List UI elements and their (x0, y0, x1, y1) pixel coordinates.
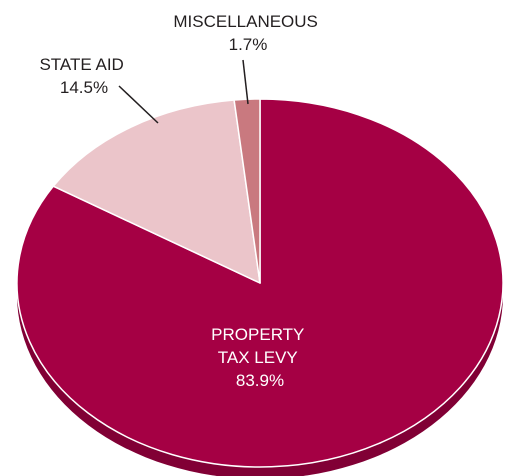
pie-slices (16, 98, 504, 468)
label-misc-pct: 1.7% (229, 35, 268, 54)
pie-slice-state-aid (52, 99, 261, 284)
label-miscellaneous: MISCELLANEOUS 1.7% (173, 12, 322, 54)
label-misc-line1: MISCELLANEOUS (173, 12, 318, 31)
label-property-line1: PROPERTY (211, 325, 304, 344)
leader-lines (118, 59, 249, 124)
label-property-pct: 83.9% (236, 371, 284, 390)
label-state-aid-line1: STATE AID (39, 55, 123, 74)
label-state-aid-pct: 14.5% (60, 78, 108, 97)
label-property-tax-levy: PROPERTY TAX LEVY 83.9% (211, 325, 309, 390)
label-property-line2: TAX LEVY (218, 348, 298, 367)
label-state-aid: STATE AID 14.5% (39, 55, 128, 97)
leader-line-state-aid (118, 85, 159, 124)
leader-line-miscellaneous (242, 59, 249, 105)
